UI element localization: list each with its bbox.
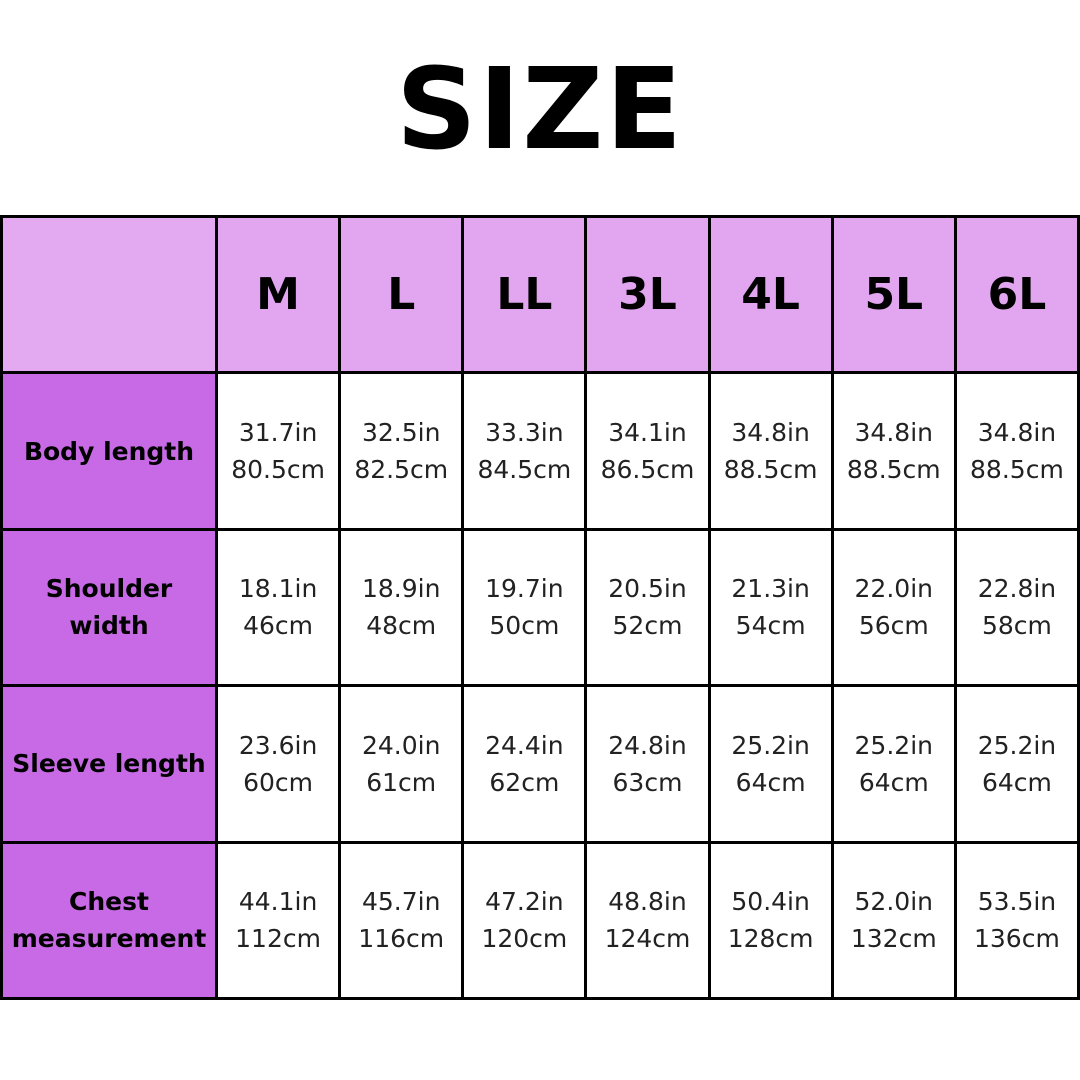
measurement-cell: 47.2in 120cm xyxy=(464,843,585,997)
cm-value: 61cm xyxy=(366,767,437,797)
measurement-cell: 34.8in 88.5cm xyxy=(833,374,954,528)
measurement-cell: 50.4in 128cm xyxy=(710,843,831,997)
cm-value: 124cm xyxy=(604,924,691,954)
inch-value: 34.8in xyxy=(731,418,810,448)
cm-value: 112cm xyxy=(235,924,321,954)
measurement-cell: 25.2in 64cm xyxy=(710,687,831,841)
size-header: 6L xyxy=(956,218,1077,372)
cm-value: 116cm xyxy=(358,924,445,954)
inch-value: 24.4in xyxy=(485,730,564,760)
inch-value: 20.5in xyxy=(608,574,687,604)
cm-value: 64cm xyxy=(858,767,929,797)
measurement-cell: 18.1in 46cm xyxy=(218,530,339,685)
cm-value: 50cm xyxy=(489,611,560,641)
measurement-cell: 25.2in 64cm xyxy=(833,687,954,841)
inch-value: 45.7in xyxy=(361,887,441,917)
inch-value: 32.5in xyxy=(361,418,441,448)
measurement-cell: 34.1in 86.5cm xyxy=(587,374,708,528)
size-header: 5L xyxy=(833,218,954,372)
size-header: LL xyxy=(464,218,585,372)
inch-value: 18.1in xyxy=(238,574,318,604)
inch-value: 22.8in xyxy=(977,574,1057,604)
inch-value: 50.4in xyxy=(731,887,810,917)
cm-value: 58cm xyxy=(981,611,1052,641)
measurement-cell: 52.0in 132cm xyxy=(833,843,954,997)
inch-value: 34.8in xyxy=(854,418,933,448)
size-table: M L LL 3L 4L 5L 6L Body length 31.7in 80.5cm 32.5i… xyxy=(0,215,1080,1000)
inch-value: 25.2in xyxy=(731,730,810,760)
inch-value: 31.7in xyxy=(238,418,318,448)
cm-value: 120cm xyxy=(481,924,568,954)
cm-value: 128cm xyxy=(727,924,814,954)
inch-value: 22.0in xyxy=(854,574,933,604)
measurement-cell: 34.8in 88.5cm xyxy=(956,374,1077,528)
measurement-cell: 23.6in 60cm xyxy=(218,687,339,841)
cm-value: 64cm xyxy=(735,767,806,797)
inch-value: 52.0in xyxy=(854,887,933,917)
measurement-cell: 31.7in 80.5cm xyxy=(218,374,339,528)
inch-value: 48.8in xyxy=(608,887,687,917)
inch-value: 44.1in xyxy=(238,887,318,917)
cm-value: 56cm xyxy=(858,611,929,641)
size-header: M xyxy=(218,218,339,372)
measurement-cell: 24.0in 61cm xyxy=(341,687,462,841)
cm-value: 86.5cm xyxy=(600,455,695,485)
cm-value: 88.5cm xyxy=(723,455,818,485)
cm-value: 132cm xyxy=(850,924,937,954)
inch-value: 24.0in xyxy=(361,730,441,760)
cm-value: 136cm xyxy=(974,924,1060,954)
measurement-cell: 33.3in 84.5cm xyxy=(464,374,585,528)
measurement-cell: 22.0in 56cm xyxy=(833,530,954,685)
size-header: 4L xyxy=(710,218,831,372)
measurement-cell: 20.5in 52cm xyxy=(587,530,708,685)
inch-value: 19.7in xyxy=(485,574,564,604)
measurement-cell: 25.2in 64cm xyxy=(956,687,1077,841)
measurement-cell: 19.7in 50cm xyxy=(464,530,585,685)
title: SIZE xyxy=(395,45,685,175)
measurement-cell: 22.8in 58cm xyxy=(956,530,1077,685)
inch-value: 34.1in xyxy=(608,418,687,448)
cm-value: 52cm xyxy=(612,611,683,641)
inch-value: 24.8in xyxy=(608,730,687,760)
cm-value: 60cm xyxy=(243,767,314,797)
row-label: Body length xyxy=(3,374,215,528)
inch-value: 53.5in xyxy=(977,887,1057,917)
inch-value: 21.3in xyxy=(731,574,810,604)
measurement-cell: 24.8in 63cm xyxy=(587,687,708,841)
inch-value: 34.8in xyxy=(977,418,1057,448)
cm-value: 82.5cm xyxy=(354,455,449,485)
cm-value: 54cm xyxy=(735,611,806,641)
measurement-cell: 21.3in 54cm xyxy=(710,530,831,685)
cm-value: 64cm xyxy=(981,767,1052,797)
cm-value: 80.5cm xyxy=(231,455,325,485)
cm-value: 88.5cm xyxy=(970,455,1064,485)
measurement-cell: 44.1in 112cm xyxy=(218,843,339,997)
measurement-cell: 53.5in 136cm xyxy=(956,843,1077,997)
size-header: 3L xyxy=(587,218,708,372)
cm-value: 84.5cm xyxy=(477,455,572,485)
inch-value: 25.2in xyxy=(977,730,1057,760)
measurement-cell: 24.4in 62cm xyxy=(464,687,585,841)
cm-value: 46cm xyxy=(243,611,314,641)
row-label: Shoulder width xyxy=(3,530,215,685)
cm-value: 62cm xyxy=(489,767,560,797)
cm-value: 63cm xyxy=(612,767,683,797)
row-label: Chest measurement xyxy=(3,843,215,997)
measurement-cell: 48.8in 124cm xyxy=(587,843,708,997)
measurement-cell: 34.8in 88.5cm xyxy=(710,374,831,528)
size-header: L xyxy=(341,218,462,372)
cm-value: 48cm xyxy=(366,611,437,641)
measurement-cell: 18.9in 48cm xyxy=(341,530,462,685)
row-label: Sleeve length xyxy=(3,687,215,841)
measurement-cell: 32.5in 82.5cm xyxy=(341,374,462,528)
inch-value: 18.9in xyxy=(361,574,441,604)
inch-value: 23.6in xyxy=(238,730,318,760)
corner-cell xyxy=(3,218,215,372)
measurement-cell: 45.7in 116cm xyxy=(341,843,462,997)
cm-value: 88.5cm xyxy=(846,455,941,485)
inch-value: 33.3in xyxy=(485,418,564,448)
inch-value: 25.2in xyxy=(854,730,933,760)
inch-value: 47.2in xyxy=(485,887,564,917)
